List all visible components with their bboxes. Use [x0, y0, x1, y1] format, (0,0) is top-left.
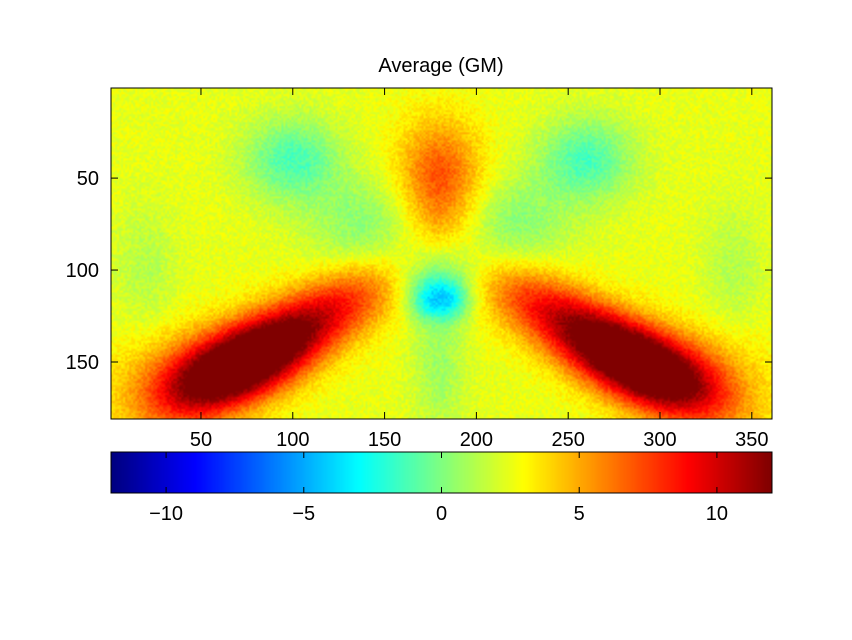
colorbar-gradient	[111, 452, 772, 493]
x-tick-label: 300	[643, 429, 676, 451]
x-axis-ticks: 50 100 150 200 250 300 350	[190, 88, 768, 451]
x-tick-label: 350	[735, 429, 768, 451]
x-tick-label: 50	[190, 429, 212, 451]
heatmap-image	[111, 88, 772, 419]
colorbar-tick-label: 5	[574, 503, 585, 525]
colorbar-tick-label: 10	[706, 503, 728, 525]
colorbar-ticks: −10 −5 0 5 10	[149, 452, 728, 525]
y-tick-label: 150	[66, 352, 99, 374]
chart-title: Average (GM)	[378, 55, 503, 77]
plot-frame	[110, 87, 773, 420]
x-tick-label: 150	[368, 429, 401, 451]
y-tick-label: 50	[77, 168, 99, 190]
colorbar-tick-label: 0	[436, 503, 447, 525]
x-tick-label: 100	[276, 429, 309, 451]
y-axis-ticks: 50 100 150	[66, 168, 772, 374]
colorbar-tick-label: −5	[292, 503, 315, 525]
colorbar: −10 −5 0 5 10	[110, 451, 773, 525]
y-tick-label: 100	[66, 260, 99, 282]
x-tick-label: 250	[552, 429, 585, 451]
heatmap-plot-area: 50 100 150 200 250 300 350 50 100 150	[66, 87, 773, 451]
colorbar-tick-label: −10	[149, 503, 183, 525]
x-tick-label: 200	[460, 429, 493, 451]
